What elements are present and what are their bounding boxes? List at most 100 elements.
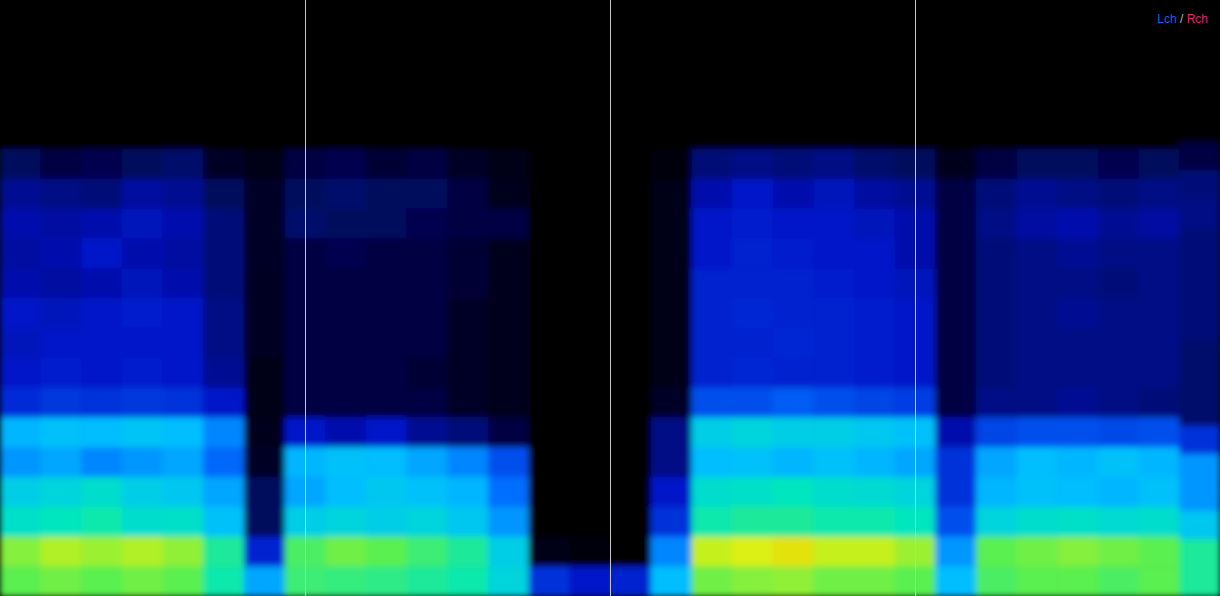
cell [1098, 60, 1139, 90]
cell [163, 358, 204, 388]
cell [773, 89, 814, 119]
cell [1179, 397, 1220, 426]
cell [651, 566, 692, 596]
cell [447, 89, 488, 119]
cell [773, 566, 814, 596]
cell [569, 179, 610, 209]
cell [813, 536, 854, 566]
cell [1139, 238, 1180, 268]
cell [1057, 268, 1098, 298]
cell [488, 60, 529, 90]
cell [244, 477, 285, 507]
cell [976, 30, 1017, 60]
cell [447, 507, 488, 537]
cell [122, 209, 163, 239]
cell [935, 179, 976, 209]
cell [1017, 179, 1058, 209]
cell [325, 268, 366, 298]
cell [0, 119, 41, 149]
cell [529, 89, 570, 119]
cell [1057, 119, 1098, 149]
cell [1098, 417, 1139, 447]
cell [691, 417, 732, 447]
cell [366, 179, 407, 209]
cell [244, 89, 285, 119]
cell [1179, 511, 1220, 540]
cell [569, 238, 610, 268]
cell [935, 328, 976, 358]
cell [163, 89, 204, 119]
cell [1017, 0, 1058, 30]
cell [1139, 0, 1180, 30]
cell [569, 387, 610, 417]
cell [0, 536, 41, 566]
cell [1057, 179, 1098, 209]
cell [610, 387, 651, 417]
cell [691, 536, 732, 566]
cell [122, 536, 163, 566]
cell [651, 0, 692, 30]
cell [1098, 30, 1139, 60]
cell [447, 238, 488, 268]
cell [0, 179, 41, 209]
cell [651, 238, 692, 268]
cell [244, 417, 285, 447]
cell [610, 328, 651, 358]
cell [1017, 268, 1058, 298]
cell [0, 149, 41, 179]
cell [488, 507, 529, 537]
cell [81, 268, 122, 298]
cell [976, 358, 1017, 388]
cell [81, 387, 122, 417]
cell [1098, 89, 1139, 119]
cell [1017, 238, 1058, 268]
cells [0, 0, 1220, 596]
cell [935, 477, 976, 507]
cell [1179, 482, 1220, 511]
cell [163, 328, 204, 358]
cell [732, 477, 773, 507]
cell [529, 387, 570, 417]
cell [122, 507, 163, 537]
cell [163, 149, 204, 179]
cell [0, 447, 41, 477]
cell [732, 238, 773, 268]
cell [407, 566, 448, 596]
spectrogram: Lch / Rch [0, 0, 1220, 596]
cell [1057, 0, 1098, 30]
cell [1098, 536, 1139, 566]
cell [529, 0, 570, 30]
cell [610, 30, 651, 60]
cell [325, 536, 366, 566]
cell [447, 328, 488, 358]
cell [651, 387, 692, 417]
cell [1139, 417, 1180, 447]
cell [854, 149, 895, 179]
cell [41, 566, 82, 596]
cell [529, 507, 570, 537]
cell [854, 268, 895, 298]
cell [1098, 119, 1139, 149]
cell [1179, 341, 1220, 370]
cell [1057, 149, 1098, 179]
cell [325, 447, 366, 477]
cell [1017, 119, 1058, 149]
cell [773, 179, 814, 209]
cell [651, 60, 692, 90]
cell [488, 238, 529, 268]
cell [81, 447, 122, 477]
cell [0, 298, 41, 328]
cell [569, 298, 610, 328]
cell [529, 477, 570, 507]
cell [447, 60, 488, 90]
cell [407, 358, 448, 388]
cell [488, 268, 529, 298]
cell [651, 358, 692, 388]
cell [81, 60, 122, 90]
cell [407, 179, 448, 209]
cell [447, 298, 488, 328]
cell [325, 298, 366, 328]
cell [976, 268, 1017, 298]
cell [122, 149, 163, 179]
cell [325, 238, 366, 268]
